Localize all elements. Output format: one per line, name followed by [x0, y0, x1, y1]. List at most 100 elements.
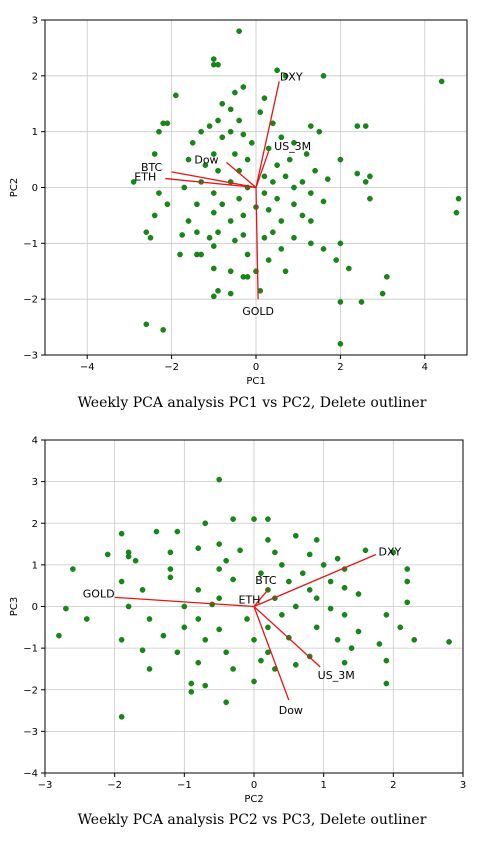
data-point: [346, 265, 352, 272]
data-point: [453, 209, 460, 216]
loading-label-dow: Dow: [194, 153, 218, 166]
data-point: [227, 268, 234, 275]
loading-vector-gold: [114, 596, 255, 608]
data-point: [292, 603, 299, 610]
data-point: [156, 128, 162, 135]
data-point: [376, 641, 383, 647]
data-point: [282, 173, 289, 180]
data-point: [181, 624, 188, 631]
data-point: [147, 234, 154, 241]
x-axis-label: PC2: [244, 794, 263, 805]
data-point: [261, 234, 268, 241]
data-point: [210, 56, 217, 62]
data-point: [272, 549, 278, 556]
data-point: [258, 570, 264, 577]
loading-vector-dxy: [255, 81, 280, 188]
data-point: [327, 578, 334, 585]
data-point: [337, 299, 344, 305]
data-point: [216, 566, 222, 572]
data-point: [270, 229, 276, 235]
data-point: [202, 162, 209, 168]
data-point: [160, 120, 166, 127]
data-point: [313, 537, 320, 543]
data-point: [341, 659, 348, 666]
data-point: [455, 195, 462, 202]
data-point: [313, 595, 320, 601]
data-point: [195, 545, 202, 552]
data-point: [206, 234, 213, 241]
y-tick-label: 0: [32, 602, 38, 613]
data-point: [223, 699, 229, 706]
data-point: [202, 520, 209, 527]
data-point: [139, 587, 146, 593]
data-point: [308, 240, 314, 247]
data-point: [291, 234, 297, 241]
y-tick-label: −1: [23, 239, 38, 250]
data-point: [232, 89, 238, 96]
data-point: [251, 678, 257, 685]
x-tick-label: 3: [460, 780, 466, 791]
data-point: [313, 624, 320, 631]
data-point: [188, 680, 195, 687]
data-point: [257, 109, 264, 115]
data-point: [232, 151, 238, 157]
data-point: [236, 28, 242, 34]
data-point: [274, 67, 280, 74]
data-point: [354, 170, 361, 177]
loading-label-dow: Dow: [279, 704, 303, 717]
data-point: [367, 173, 373, 180]
data-point: [118, 714, 125, 720]
data-point: [299, 212, 306, 219]
data-point: [219, 201, 226, 208]
data-point: [104, 551, 111, 558]
loading-vector-us_3m: [255, 150, 270, 188]
data-point: [411, 637, 418, 643]
data-point: [151, 212, 158, 219]
data-point: [216, 541, 222, 547]
y-tick-label: 3: [32, 16, 38, 27]
data-point: [316, 128, 323, 135]
data-point: [240, 131, 247, 138]
data-point: [265, 257, 272, 263]
y-tick-label: 1: [32, 560, 38, 571]
data-point: [327, 605, 334, 612]
data-point: [143, 229, 150, 235]
y-tick-label: −3: [23, 351, 38, 362]
data-point: [230, 666, 236, 672]
data-point: [118, 637, 125, 643]
y-tick-label: 2: [32, 519, 38, 530]
data-point: [334, 637, 341, 643]
data-point: [274, 162, 280, 168]
data-point: [210, 209, 217, 216]
data-point: [164, 201, 171, 208]
data-point: [354, 123, 361, 129]
data-point: [146, 666, 153, 672]
data-point: [174, 528, 181, 535]
data-point: [198, 251, 204, 258]
data-point: [185, 156, 192, 163]
data-point: [286, 156, 293, 163]
data-point: [167, 566, 174, 572]
data-point: [185, 218, 192, 224]
loading-label-gold: GOLD: [83, 587, 115, 600]
data-point: [446, 639, 452, 645]
data-point: [320, 562, 327, 568]
loading-label-gold: GOLD: [242, 305, 274, 318]
data-point: [70, 566, 76, 572]
loading-label-eth: ETH: [134, 171, 156, 184]
y-tick-label: −3: [23, 727, 38, 738]
data-point: [278, 134, 285, 141]
data-point: [160, 327, 166, 333]
data-point: [56, 632, 62, 639]
data-point: [206, 123, 213, 129]
data-point: [320, 246, 327, 252]
data-point: [125, 553, 132, 560]
data-point: [324, 176, 331, 182]
data-point: [384, 274, 390, 280]
data-point: [236, 195, 242, 202]
data-point: [219, 134, 226, 141]
data-point: [333, 257, 339, 263]
data-point: [270, 179, 276, 185]
data-point: [216, 595, 222, 601]
